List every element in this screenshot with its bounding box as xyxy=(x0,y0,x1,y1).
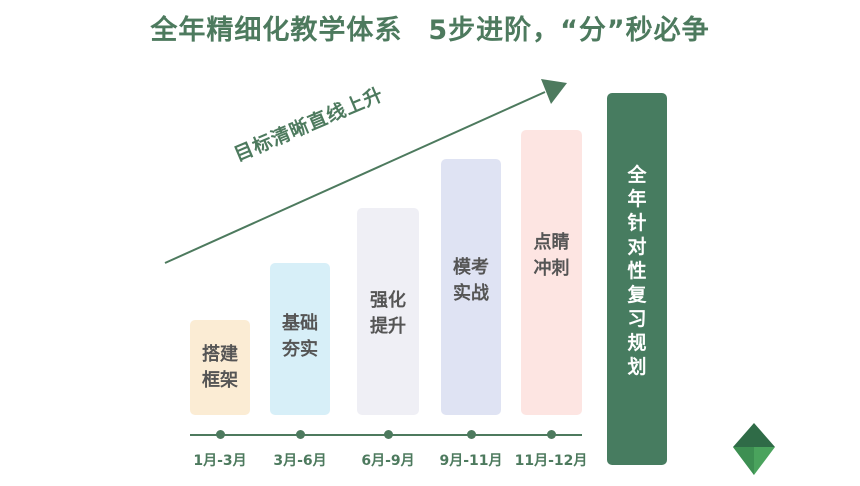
period-label-5: 11月-12月 xyxy=(514,453,588,469)
timeline-dot-3 xyxy=(384,430,393,439)
timeline-dot-1 xyxy=(216,430,225,439)
period-label-2: 3月-6月 xyxy=(273,453,327,469)
title-sub: 5步进阶，“分”秒必争 xyxy=(428,15,710,46)
title-main: 全年精细化教学体系 xyxy=(150,15,403,46)
step-bar-5: 点睛冲刺 xyxy=(521,130,582,415)
period-label-4: 9月-11月 xyxy=(439,453,503,469)
step-label-5: 点睛冲刺 xyxy=(533,232,570,279)
step-bar-3: 强化提升 xyxy=(357,208,419,415)
step-label-4: 模考实战 xyxy=(453,257,489,304)
step-bar-1: 搭建框架 xyxy=(190,320,250,415)
final-review-bar: 全年针对性复习规划 xyxy=(607,93,667,465)
timeline-dot-5 xyxy=(547,430,556,439)
step-bar-2: 基础夯实 xyxy=(270,263,330,415)
timeline-dot-2 xyxy=(296,430,305,439)
timeline-dot-4 xyxy=(467,430,476,439)
page-title: 全年精细化教学体系 5步进阶，“分”秒必争 xyxy=(0,8,860,48)
step-label-2: 基础夯实 xyxy=(282,313,318,360)
final-review-label: 全年针对性复习规划 xyxy=(627,164,647,378)
step-label-1: 搭建框架 xyxy=(202,344,238,391)
step-label-3: 强化提升 xyxy=(370,290,406,337)
step-bar-4: 模考实战 xyxy=(441,159,501,415)
period-label-3: 6月-9月 xyxy=(361,453,415,469)
triangle-logo-icon xyxy=(733,423,775,475)
arrow-head-icon xyxy=(541,79,567,104)
period-label-1: 1月-3月 xyxy=(193,453,247,469)
